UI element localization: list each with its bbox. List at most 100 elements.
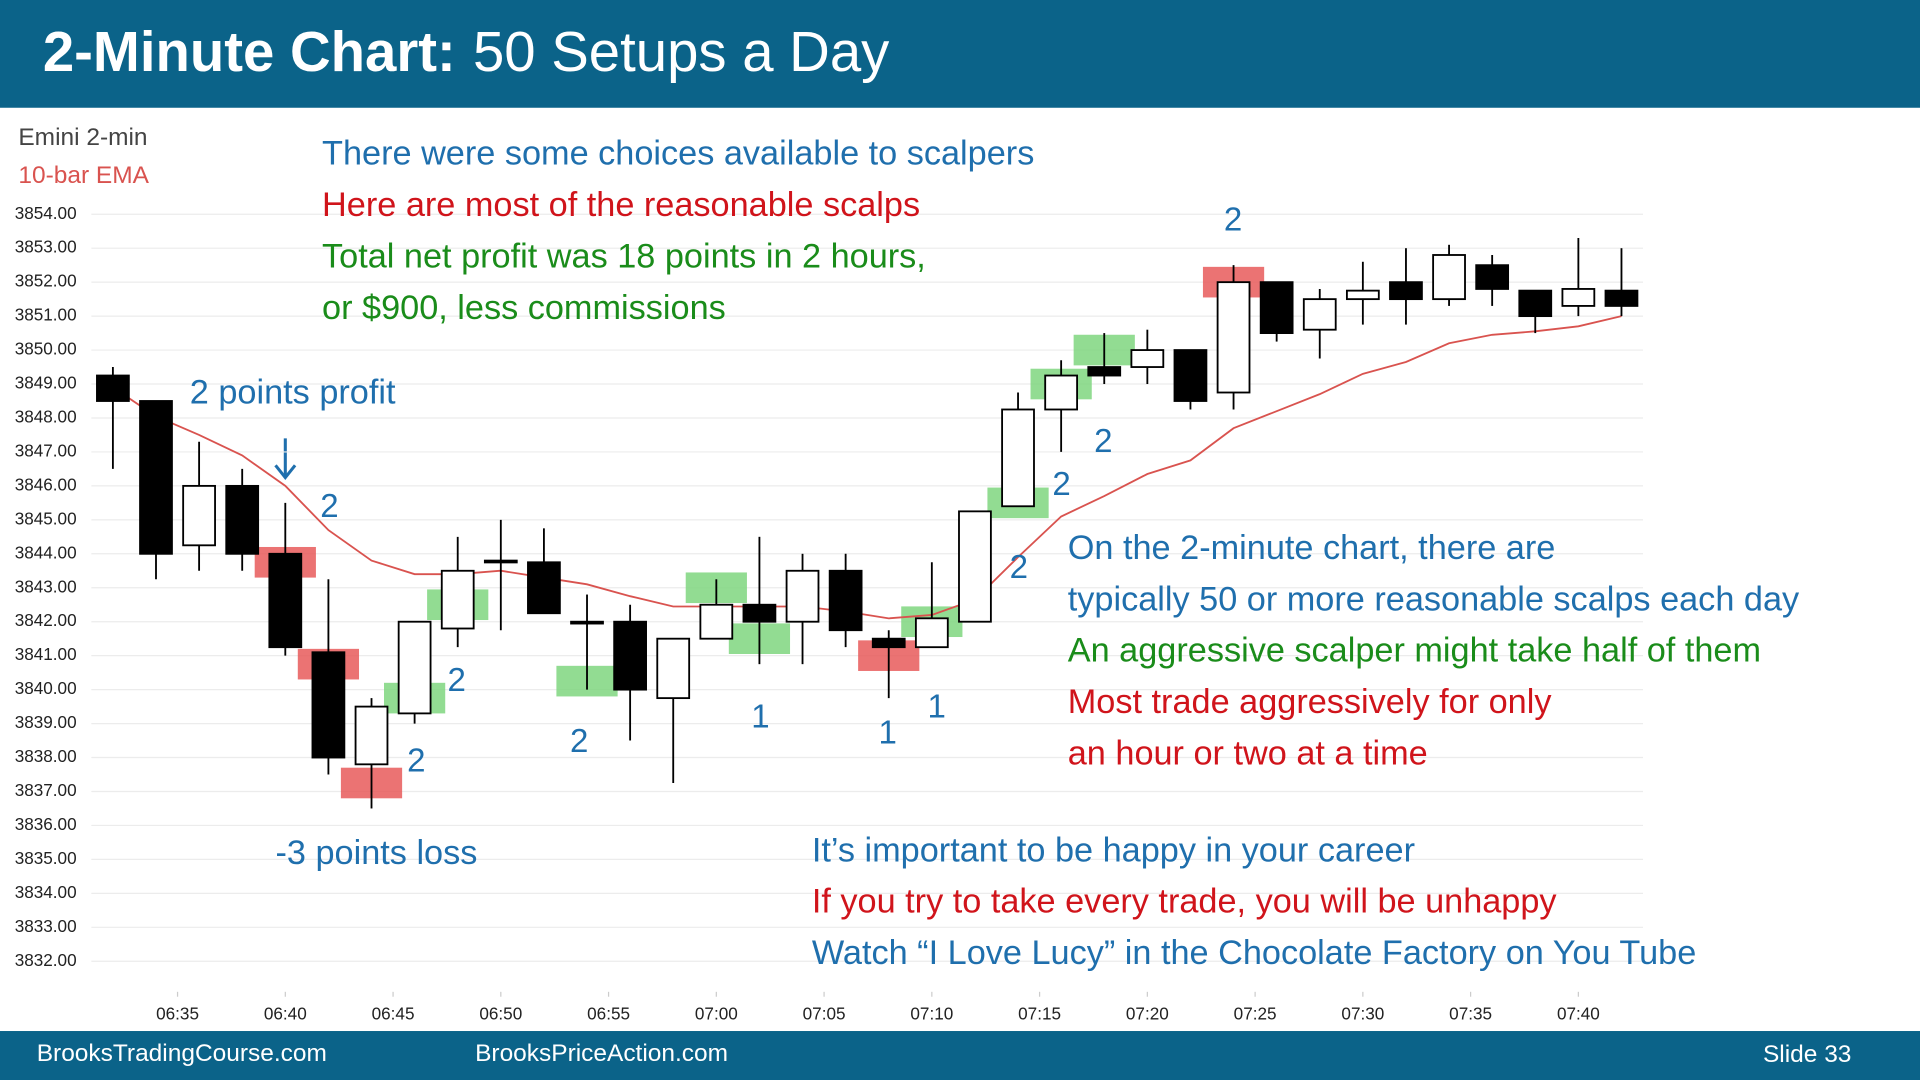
candle: [440, 536, 475, 648]
x-tick-label: 06:35: [156, 1004, 199, 1024]
y-tick-label: 3837.00: [15, 780, 77, 800]
candle-body: [1216, 281, 1251, 394]
x-tick-label: 06:40: [264, 1004, 307, 1024]
y-tick-label: 3851.00: [15, 305, 77, 325]
footer-band: [0, 1031, 1920, 1080]
candle: [527, 528, 561, 615]
scalp-label: 2: [570, 723, 588, 760]
chart-subtitle: 50 Setups a Day: [473, 20, 890, 83]
candle-body: [225, 484, 260, 555]
candle-body: [483, 559, 518, 564]
candle: [1130, 329, 1165, 385]
annotation: Watch “I Love Lucy” in the Chocolate Fac…: [812, 934, 1696, 972]
annotation: An aggressive scalper might take half of…: [1068, 632, 1761, 670]
candle-body: [1561, 288, 1596, 307]
y-tick-label: 3838.00: [15, 746, 77, 766]
annotation: There were some choices available to sca…: [322, 135, 1034, 173]
candle: [1518, 289, 1553, 334]
candle-body: [1518, 289, 1553, 318]
candle-body: [1173, 349, 1208, 402]
annotation: an hour or two at a time: [1068, 735, 1428, 773]
candle: [1216, 265, 1251, 410]
x-tick-label: 07:10: [910, 1004, 953, 1024]
y-tick-label: 3832.00: [15, 950, 77, 970]
candle-body: [742, 603, 777, 623]
x-tick-label: 07:20: [1126, 1004, 1169, 1024]
x-tick-label: 07:15: [1018, 1004, 1061, 1024]
arrow-head: [274, 464, 297, 481]
y-tick-label: 3841.00: [15, 644, 77, 664]
candle: [182, 441, 216, 571]
scalp-label: 2: [407, 743, 425, 780]
candle: [397, 620, 432, 724]
x-tick-label: 07:25: [1234, 1004, 1277, 1024]
annotation: Total net profit was 18 points in 2 hour…: [322, 237, 926, 275]
candle-body: [527, 561, 561, 615]
candle-body: [958, 510, 992, 623]
scalp-label: 2: [1052, 466, 1070, 503]
candle: [871, 630, 906, 699]
candle-body: [785, 569, 820, 623]
candle-body: [613, 620, 647, 691]
candle: [570, 594, 604, 690]
annotation: Most trade aggressively for only: [1068, 683, 1553, 721]
candle: [268, 502, 303, 656]
candle: [1173, 349, 1208, 410]
candle: [1302, 288, 1337, 359]
scalp-label: 2: [1010, 549, 1028, 586]
symbol-label: Emini 2-min: [18, 124, 147, 151]
scalp-label: 1: [879, 714, 897, 751]
candle-body: [1389, 281, 1423, 301]
x-tick-label: 06:45: [372, 1004, 415, 1024]
y-tick-label: 3848.00: [15, 407, 77, 427]
candle: [483, 519, 518, 631]
candle: [1389, 248, 1423, 325]
chart-title: 2-Minute Chart:: [43, 20, 456, 83]
y-tick-label: 3833.00: [15, 916, 77, 936]
candle: [139, 400, 173, 580]
y-tick-label: 3840.00: [15, 678, 77, 698]
candle: [1044, 360, 1079, 452]
candle: [785, 553, 820, 665]
y-tick-label: 3836.00: [15, 814, 77, 834]
ema-line: [112, 315, 1622, 620]
x-tick-label: 07:05: [803, 1004, 846, 1024]
candle: [1001, 392, 1035, 508]
candle-body: [354, 705, 389, 766]
candle-body: [1345, 289, 1380, 301]
y-tick-label: 3844.00: [15, 542, 77, 562]
candle: [1345, 261, 1380, 325]
y-tick-label: 3846.00: [15, 474, 77, 494]
annotation: Here are most of the reasonable scalps: [322, 186, 920, 224]
candle: [828, 553, 863, 648]
scalp-label: 2: [448, 662, 466, 699]
header-band: [0, 0, 1920, 108]
candle: [914, 562, 949, 649]
arrow: [274, 438, 297, 481]
candle: [311, 579, 346, 775]
candle-body: [139, 400, 173, 555]
legend-entry: 10-bar EMA: [18, 162, 149, 189]
y-tick-label: 3843.00: [15, 576, 77, 596]
y-tick-label: 3835.00: [15, 848, 77, 868]
y-tick-label: 3849.00: [15, 373, 77, 393]
candle: [354, 698, 389, 809]
y-tick-label: 3852.00: [15, 271, 77, 291]
candle-body: [1087, 366, 1122, 377]
footer-slide: Slide 33: [1763, 1041, 1851, 1068]
y-tick-label: 3845.00: [15, 508, 77, 528]
scalp-label: 1: [751, 699, 769, 736]
annotation: or $900, less commissions: [322, 289, 726, 327]
scalp-label: 2: [320, 488, 338, 525]
candle-body: [397, 620, 432, 715]
y-tick-label: 3853.00: [15, 237, 77, 257]
footer-left: BrooksTradingCourse.com: [37, 1040, 327, 1067]
x-tick-label: 07:40: [1557, 1004, 1600, 1024]
candle-body: [268, 552, 303, 649]
annotation: It’s important to be happy in your caree…: [812, 831, 1415, 869]
candle: [1432, 244, 1466, 306]
candle-body: [1001, 408, 1035, 508]
candle-body: [914, 617, 949, 649]
candle-body: [1130, 349, 1165, 368]
